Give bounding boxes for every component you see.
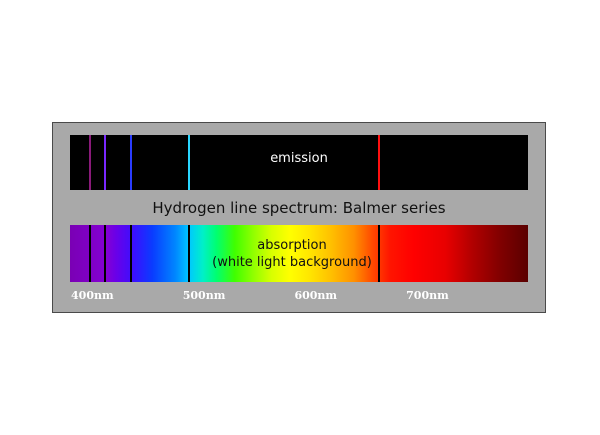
emission-spectrum-strip: emission [70, 135, 528, 190]
absorption-line-397 [89, 225, 91, 282]
tick-label-400: 400nm [71, 289, 114, 302]
tick-label-500: 500nm [183, 289, 226, 302]
emission-label: emission [70, 151, 528, 166]
tick-label-700: 700nm [406, 289, 449, 302]
absorption-label-line1: absorption [166, 237, 418, 254]
absorption-line-434 [130, 225, 132, 282]
absorption-label-line2: (white light background) [166, 254, 418, 271]
absorption-line-410 [104, 225, 106, 282]
spectrum-title: Hydrogen line spectrum: Balmer series [52, 199, 546, 217]
tick-label-600: 600nm [294, 289, 337, 302]
absorption-label: absorption (white light background) [166, 237, 418, 271]
absorption-spectrum-strip: absorption (white light background) [70, 225, 528, 282]
